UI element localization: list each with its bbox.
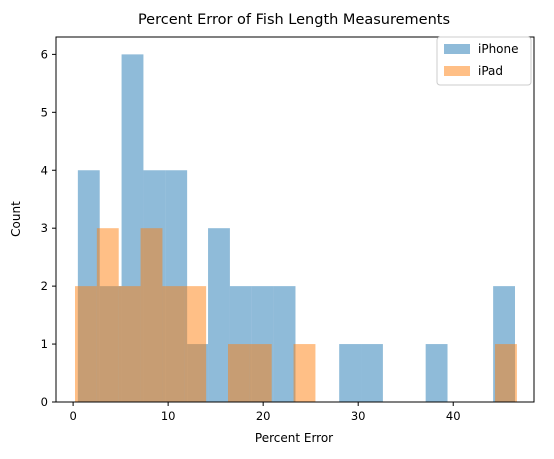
chart-title: Percent Error of Fish Length Measurement… (138, 12, 450, 28)
y-tick-label: 5 (41, 105, 48, 119)
y-tick-label: 0 (41, 395, 48, 409)
bar-ipad-3 (141, 228, 163, 402)
bar-ipad-2 (119, 286, 141, 402)
y-tick-label: 4 (41, 163, 48, 177)
bar-iphone-12 (426, 344, 448, 402)
y-tick-label: 6 (41, 47, 48, 61)
legend-label-iphone: iPhone (478, 42, 519, 56)
y-tick-label: 1 (41, 337, 48, 351)
bar-iphone-9 (274, 286, 296, 402)
bar-ipad-7 (250, 344, 272, 402)
legend: iPhone iPad (437, 37, 531, 85)
legend-swatch-iphone (444, 44, 470, 54)
y-tick-label: 3 (41, 221, 48, 235)
legend-swatch-ipad (444, 66, 470, 76)
x-tick-label: 10 (161, 409, 176, 423)
bar-iphone-11 (361, 344, 383, 402)
x-axis-ticks: 0 10 20 30 40 (69, 402, 460, 423)
x-tick-label: 40 (446, 409, 461, 423)
bar-ipad-6 (228, 344, 250, 402)
bar-ipad-9 (495, 344, 517, 402)
bars-layer (75, 54, 517, 402)
y-axis-ticks: 0 1 2 3 4 5 6 (41, 47, 56, 409)
y-tick-label: 2 (41, 279, 48, 293)
bar-ipad-5 (184, 286, 206, 402)
bar-ipad-1 (97, 228, 119, 402)
bar-iphone-6 (208, 228, 230, 402)
legend-label-ipad: iPad (478, 64, 503, 78)
bar-iphone-10 (339, 344, 361, 402)
x-tick-label: 20 (256, 409, 271, 423)
bar-ipad-4 (162, 286, 184, 402)
bar-ipad-0 (75, 286, 97, 402)
x-tick-label: 0 (69, 409, 76, 423)
y-axis-label: Count (9, 201, 23, 237)
x-axis-label: Percent Error (255, 431, 333, 445)
x-tick-label: 30 (351, 409, 366, 423)
bar-ipad-8 (294, 344, 316, 402)
